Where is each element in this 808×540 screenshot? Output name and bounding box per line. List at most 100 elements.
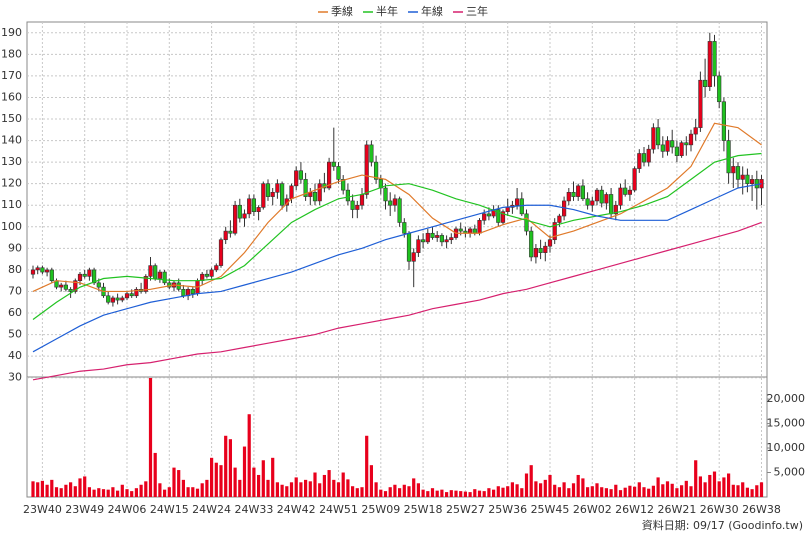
x-tick-label: 25W09 xyxy=(361,503,400,516)
candle-body xyxy=(261,183,266,208)
x-tick-label: 23W49 xyxy=(65,503,104,516)
candle-body xyxy=(651,127,656,150)
candle-body xyxy=(134,289,139,297)
volume-bar xyxy=(308,481,312,497)
x-tick-label: 25W18 xyxy=(404,503,443,516)
candle-body xyxy=(430,232,435,238)
candle-body xyxy=(608,194,614,215)
volume-bar xyxy=(83,476,87,497)
ma-line xyxy=(32,221,762,381)
candle-body xyxy=(500,211,506,223)
volume-bar xyxy=(590,486,594,497)
candle-body xyxy=(529,230,534,258)
candle-body xyxy=(477,220,482,234)
volume-bar xyxy=(435,490,439,497)
candle-body xyxy=(157,271,163,279)
candle-body xyxy=(388,200,393,206)
x-tick-label: 24W33 xyxy=(234,503,273,516)
volume-bar xyxy=(539,483,543,497)
volume-bar xyxy=(402,484,406,497)
candle-body xyxy=(312,191,318,202)
volume-bar xyxy=(341,472,345,497)
volume-bar xyxy=(684,480,688,497)
volume-bar xyxy=(609,489,613,497)
candle-body xyxy=(148,265,153,277)
volume-bar xyxy=(487,488,491,497)
x-tick-label: 26W02 xyxy=(573,503,612,516)
volume-bar xyxy=(172,467,176,497)
volume-bar xyxy=(280,484,284,497)
volume-bar xyxy=(177,470,181,497)
candle-body xyxy=(298,170,304,180)
volume-bar xyxy=(440,489,444,497)
y-tick-label: 90 xyxy=(8,241,22,254)
volume-bar xyxy=(717,481,721,497)
x-tick-label: 24W42 xyxy=(277,503,316,516)
candle-body xyxy=(106,295,111,303)
volume-bar xyxy=(745,487,749,497)
volume-bar xyxy=(459,491,463,497)
candle-body xyxy=(726,140,731,174)
volume-bar xyxy=(247,414,251,497)
volume-bar xyxy=(336,482,341,497)
volume-bar xyxy=(31,481,35,497)
ma-line xyxy=(32,183,762,353)
candle-body xyxy=(68,289,73,292)
candle-body xyxy=(566,191,571,202)
volume-bar xyxy=(163,489,167,497)
volume-bar xyxy=(595,483,599,497)
volume-bar xyxy=(351,486,355,497)
volume-bar xyxy=(661,484,665,497)
volume-bar xyxy=(445,492,449,497)
volume-bar xyxy=(548,474,552,497)
volume-bar xyxy=(680,485,684,497)
candle-body xyxy=(472,228,477,234)
volume-bar xyxy=(736,485,740,497)
x-tick-label: 25W27 xyxy=(446,503,485,516)
candle-body xyxy=(632,168,637,191)
volume-bar xyxy=(722,477,726,497)
volume-bar xyxy=(374,482,378,497)
volume-bar xyxy=(698,476,702,497)
candle-body xyxy=(745,174,750,184)
volume-bar xyxy=(515,484,519,497)
candle-body xyxy=(350,200,355,210)
candle-body xyxy=(317,183,322,202)
volume-bar xyxy=(36,482,40,497)
volume-bar xyxy=(571,483,576,497)
x-tick-label: 26W38 xyxy=(742,503,781,516)
y-tick-label: 80 xyxy=(8,263,22,276)
y-tick-label: 120 xyxy=(1,177,22,190)
volume-bar xyxy=(675,488,679,497)
volume-bar xyxy=(576,474,580,497)
volume-bar xyxy=(524,473,529,497)
volume-bar xyxy=(651,485,655,497)
volume-bar xyxy=(101,489,106,497)
volume-bar xyxy=(97,488,101,497)
volume-bar xyxy=(750,489,754,497)
volume-bar xyxy=(210,457,214,497)
volume-bar xyxy=(322,474,326,497)
volume-bar xyxy=(50,479,54,497)
candle-body xyxy=(698,79,703,128)
candle-body xyxy=(209,269,214,277)
candle-body xyxy=(467,228,473,234)
candle-body xyxy=(153,265,158,279)
volume-bar xyxy=(553,484,557,497)
volume-bar xyxy=(463,491,467,497)
volume-bar xyxy=(92,489,96,497)
volume-bar xyxy=(694,460,698,497)
volume-bar xyxy=(148,377,153,497)
candle-body xyxy=(237,204,242,219)
plot-frame xyxy=(26,21,768,498)
volume-bar xyxy=(689,486,693,497)
volume-bar xyxy=(87,487,91,497)
volume-bar xyxy=(134,488,138,497)
volume-bar xyxy=(506,486,510,497)
candle-body xyxy=(439,235,445,243)
candle-body xyxy=(712,41,717,77)
volume-bar xyxy=(233,467,237,497)
candle-body xyxy=(82,273,87,277)
candle-body xyxy=(331,161,336,167)
candle-body xyxy=(486,213,492,217)
